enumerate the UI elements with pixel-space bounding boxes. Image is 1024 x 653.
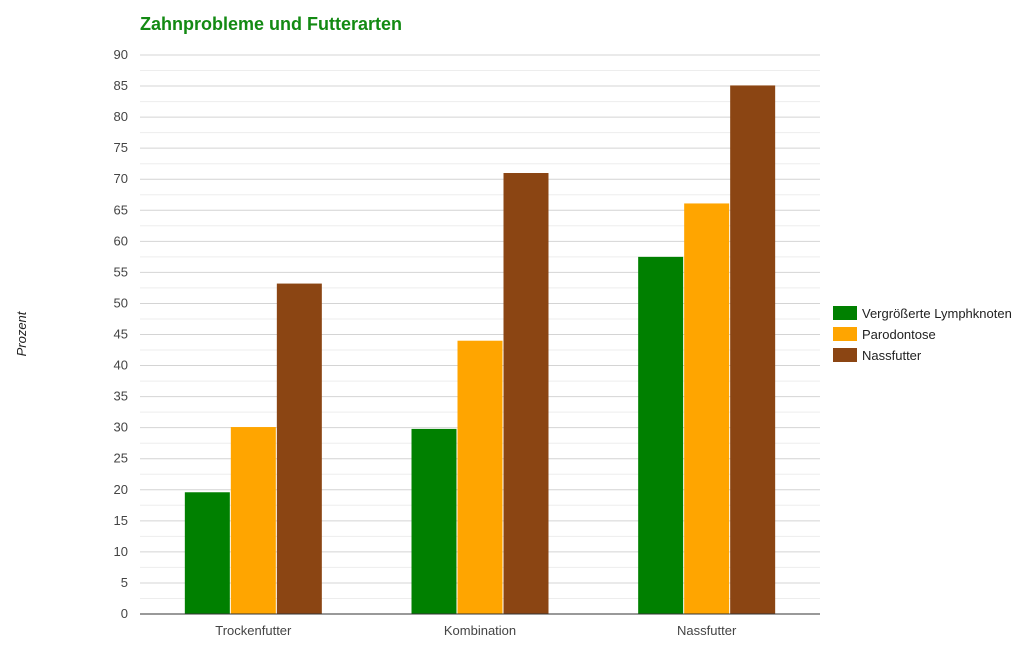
y-tick-label: 75 (114, 140, 128, 155)
y-tick-label: 65 (114, 202, 128, 217)
y-tick-label: 60 (114, 233, 128, 248)
y-axis-label: Prozent (14, 310, 29, 356)
bar (411, 428, 457, 614)
y-tick-label: 15 (114, 513, 128, 528)
y-tick-label: 85 (114, 78, 128, 93)
y-tick-label: 55 (114, 264, 128, 279)
y-tick-label: 20 (114, 482, 128, 497)
bar (684, 203, 730, 614)
y-tick-label: 30 (114, 420, 128, 435)
bar (730, 85, 776, 614)
legend-swatch (833, 306, 857, 320)
y-tick-label: 90 (114, 47, 128, 62)
y-tick-label: 25 (114, 451, 128, 466)
y-tick-label: 40 (114, 358, 128, 373)
legend: Vergrößerte Lymphknoten Parodontose Nassfu… (833, 306, 1012, 363)
x-tick-label: Kombination (444, 623, 516, 638)
legend-swatch (833, 327, 857, 341)
y-tick-label: 45 (114, 327, 128, 342)
legend-label: Nassfutter (862, 348, 922, 363)
chart-title: Zahnprobleme und Futterarten (140, 14, 402, 34)
legend-label: Vergrößerte Lymphknoten (862, 306, 1012, 321)
bars (184, 85, 776, 614)
y-tick-label: 70 (114, 171, 128, 186)
x-axis-ticks: Trockenfutter Kombination Nassfutter (215, 623, 737, 638)
legend-swatch (833, 348, 857, 362)
x-tick-label: Nassfutter (677, 623, 737, 638)
y-tick-label: 35 (114, 389, 128, 404)
bar (503, 173, 549, 614)
bar (638, 256, 684, 614)
y-tick-label: 10 (114, 544, 128, 559)
y-tick-label: 50 (114, 295, 128, 310)
y-tick-label: 5 (121, 575, 128, 590)
y-tick-label: 80 (114, 109, 128, 124)
bar (276, 283, 322, 614)
bar (184, 492, 230, 614)
bar (230, 427, 276, 614)
y-tick-label: 0 (121, 606, 128, 621)
bar (457, 340, 503, 614)
x-tick-label: Trockenfutter (215, 623, 292, 638)
legend-label: Parodontose (862, 327, 936, 342)
y-axis-ticks: 0 5 10 15 20 25 30 35 40 45 50 55 60 65 70 75 80 85 90 (114, 47, 128, 621)
